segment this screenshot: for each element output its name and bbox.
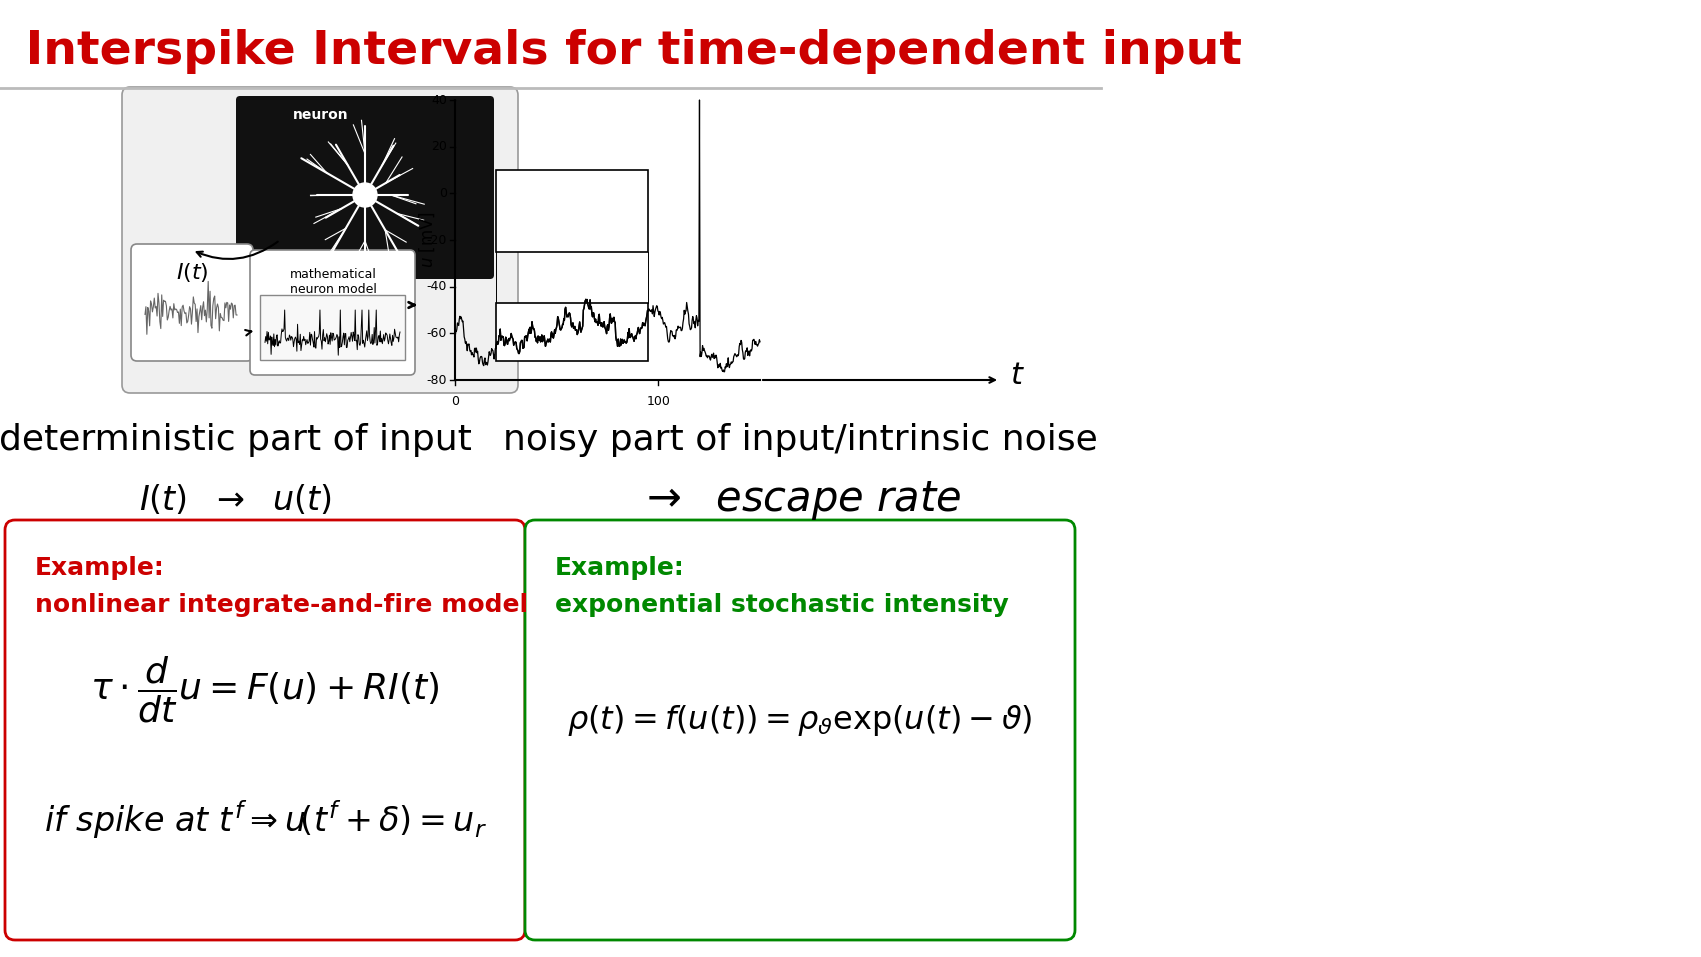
Text: -20: -20 [427, 234, 447, 247]
Text: $t$: $t$ [1010, 361, 1026, 389]
Bar [260, 295, 405, 360]
Text: 0: 0 [439, 187, 447, 200]
Text: Example:: Example: [36, 556, 165, 580]
Text: $\rho(t) = f(u(t)) = \rho_\vartheta \exp(u(t) - \vartheta)$: $\rho(t) = f(u(t)) = \rho_\vartheta \exp… [566, 702, 1033, 738]
Text: $\mathit{if\ spike\ at\ }t^f \Rightarrow u\!\left(t^f + \delta\right) = u_r$: $\mathit{if\ spike\ at\ }t^f \Rightarrow… [44, 799, 486, 841]
Bar [495, 170, 648, 252]
FancyBboxPatch shape [122, 87, 519, 393]
Text: 100: 100 [646, 395, 670, 408]
FancyBboxPatch shape [131, 244, 253, 361]
Text: -60: -60 [427, 327, 447, 340]
Text: deterministic part of input: deterministic part of input [0, 423, 471, 457]
Text: $\rightarrow$  $\mathit{escape\ rate}$: $\rightarrow$ $\mathit{escape\ rate}$ [638, 478, 961, 522]
Text: neuron: neuron [293, 108, 349, 122]
Text: nonlinear integrate-and-fire model: nonlinear integrate-and-fire model [36, 593, 527, 617]
Bar [495, 303, 648, 362]
Text: noisy part of input/intrinsic noise: noisy part of input/intrinsic noise [502, 423, 1097, 457]
Text: 20: 20 [430, 140, 447, 153]
FancyBboxPatch shape [5, 520, 526, 940]
Text: -80: -80 [427, 373, 447, 387]
Text: $I(t)\ \ \rightarrow\ \ u(t)$: $I(t)\ \ \rightarrow\ \ u(t)$ [139, 483, 332, 517]
Text: -40: -40 [427, 280, 447, 293]
Text: $\tau \cdot \dfrac{d}{dt}u = F(u) + RI(t)$: $\tau \cdot \dfrac{d}{dt}u = F(u) + RI(t… [90, 655, 439, 725]
Text: 40: 40 [430, 94, 447, 106]
Text: 11.5.  Interspike Intervals for time-dependent input: 11.5. Interspike Intervals for time-depe… [0, 30, 1242, 75]
Circle shape [354, 183, 378, 207]
Text: $I(t)$: $I(t)$ [175, 260, 208, 283]
Text: mathematical
neuron model: mathematical neuron model [289, 268, 378, 296]
Text: exponential stochastic intensity: exponential stochastic intensity [555, 593, 1009, 617]
FancyBboxPatch shape [526, 520, 1075, 940]
Text: Example:: Example: [555, 556, 686, 580]
FancyBboxPatch shape [236, 96, 493, 279]
FancyBboxPatch shape [250, 250, 415, 375]
Text: $u$ [mV]: $u$ [mV] [417, 211, 437, 269]
Text: 0: 0 [451, 395, 459, 408]
